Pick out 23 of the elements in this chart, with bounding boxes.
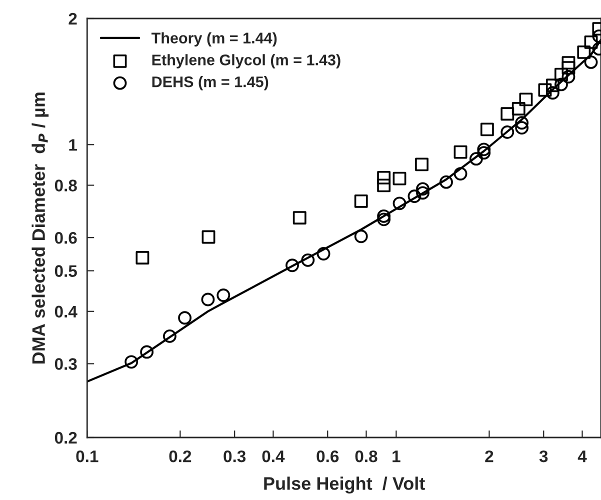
y-tick-label: 0.6 — [54, 232, 77, 244]
x-tick-label: 0.2 — [169, 450, 192, 462]
legend-label: DEHS (m = 1.45) — [152, 76, 268, 90]
legend-label: Ethylene Glycol (m = 1.43) — [152, 54, 340, 68]
x-tick-label: 4 — [578, 450, 587, 462]
y-tick-label: 2 — [68, 12, 77, 25]
y-axis-title: DMA selected Diameter d$_{P}$ / µm — [32, 92, 49, 364]
x-tick-label: 0.6 — [316, 450, 339, 462]
y-tick-label: 0.5 — [54, 265, 77, 277]
x-axis-title: Pulse Height / Volt — [264, 476, 425, 494]
y-tick-label: 0.4 — [54, 306, 78, 318]
legend-label: Theory (m = 1.44) — [151, 32, 277, 46]
x-tick-label: 1 — [392, 450, 400, 462]
y-tick-label: 0.8 — [54, 180, 77, 192]
x-tick-label: 0.4 — [262, 450, 285, 462]
y-tick-label: 1 — [69, 139, 77, 151]
x-tick-label: 2 — [485, 450, 494, 462]
y-tick-label: 0.2 — [54, 432, 77, 444]
x-tick-label: 0.8 — [355, 450, 378, 462]
x-tick-label: 0.1 — [76, 450, 98, 462]
y-tick-label: 0.3 — [54, 358, 77, 370]
x-tick-label: 3 — [539, 450, 548, 462]
x-tick-label: 0.3 — [224, 450, 246, 462]
